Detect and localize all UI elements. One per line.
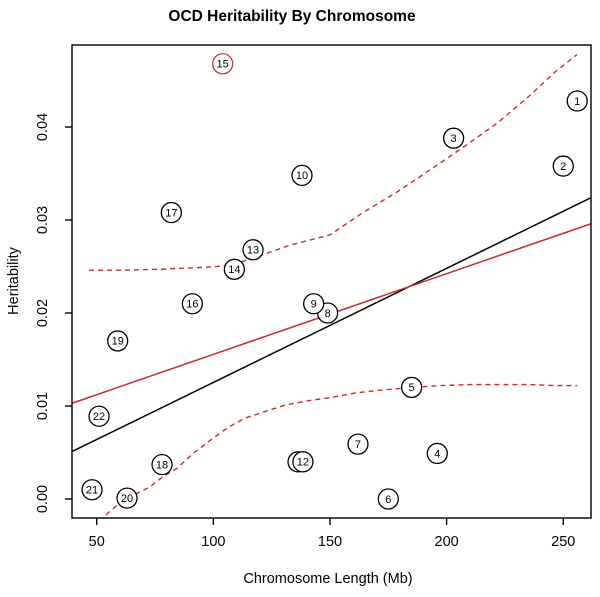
point-number: 14 <box>228 264 240 276</box>
chromosome-point: 9 <box>303 293 325 315</box>
chromosome-points: 12345678910111213141516171819202122 <box>81 53 588 510</box>
y-axis-tick-label: 0.02 <box>35 299 51 327</box>
point-number: 6 <box>385 494 391 506</box>
confidence-bands <box>89 53 578 519</box>
point-number: 3 <box>451 133 457 145</box>
chromosome-point: 1 <box>566 90 588 112</box>
chromosome-point: 4 <box>426 442 448 465</box>
chromosome-point: 2 <box>552 155 574 177</box>
point-circle <box>303 293 325 315</box>
chromosome-point: 19 <box>107 330 129 352</box>
point-circle <box>291 164 313 187</box>
point-circle <box>223 258 245 280</box>
x-axis-tick-label: 200 <box>435 534 459 550</box>
point-number: 10 <box>296 170 308 182</box>
chromosome-point: 16 <box>181 293 204 315</box>
x-axis-title: Chromosome Length (Mb) <box>243 571 412 587</box>
point-circle <box>160 201 183 224</box>
point-circle <box>347 433 369 455</box>
point-number: 15 <box>217 59 229 71</box>
point-number: 8 <box>325 308 331 320</box>
point-circle <box>151 453 173 476</box>
point-circle <box>400 376 423 399</box>
x-axis-tick-label: 250 <box>551 534 575 550</box>
point-number: 5 <box>409 382 415 394</box>
point-circle <box>107 330 129 352</box>
chromosome-point: 10 <box>291 164 313 187</box>
point-number: 2 <box>560 161 566 173</box>
point-number: 1 <box>574 96 580 108</box>
x-axis-tick-label: 50 <box>89 534 105 550</box>
point-circle <box>426 442 448 465</box>
point-number: 16 <box>186 299 198 311</box>
chromosome-point: 7 <box>347 433 369 455</box>
fit-lines <box>71 197 592 453</box>
point-circle <box>552 155 574 177</box>
point-number: 17 <box>165 207 177 219</box>
point-number: 18 <box>156 459 168 471</box>
point-number: 7 <box>355 439 361 451</box>
chromosome-point: 14 <box>223 258 245 280</box>
chromosome-point: 12 <box>292 451 314 473</box>
point-circle <box>377 488 399 510</box>
chromosome-point: 21 <box>81 479 103 501</box>
point-number: 21 <box>86 485 98 497</box>
x-axis-tick-label: 150 <box>318 534 342 550</box>
point-circle <box>242 239 264 261</box>
point-number: 12 <box>297 457 309 469</box>
chromosome-point: 3 <box>442 127 465 149</box>
chromosome-point: 15 <box>212 53 234 75</box>
point-number: 20 <box>121 493 133 505</box>
linear-fit-black <box>71 197 592 453</box>
point-number: 9 <box>311 299 317 311</box>
chromosome-point: 6 <box>377 488 399 510</box>
point-number: 22 <box>93 411 105 423</box>
point-circle <box>181 293 204 315</box>
y-axis-tick-label: 0.01 <box>35 392 51 420</box>
point-number: 4 <box>434 448 440 460</box>
chromosome-point: 5 <box>400 376 423 399</box>
axis-ticks: 50 100 150 200 250 0.00 0.01 0.02 0.03 0.04 <box>35 113 575 550</box>
chromosome-point: 13 <box>242 239 264 261</box>
chromosome-point: 20 <box>116 487 138 509</box>
chromosome-point: 22 <box>88 405 110 427</box>
plot-border <box>71 44 592 519</box>
chromosome-point: 17 <box>160 201 183 224</box>
y-axis-tick-label: 0.03 <box>35 206 51 234</box>
point-circle <box>566 90 588 112</box>
confidence-band-upper <box>89 53 578 271</box>
point-circle <box>116 487 138 509</box>
point-circle <box>292 451 314 473</box>
point-number: 13 <box>247 245 259 257</box>
confidence-band-lower <box>102 383 577 519</box>
point-circle <box>88 405 110 427</box>
y-axis-title: Heritability <box>6 246 22 314</box>
x-axis-tick-label: 100 <box>201 534 225 550</box>
point-circle-red <box>212 53 234 75</box>
point-circle <box>81 479 103 501</box>
chart-title: OCD Heritability By Chromosome <box>168 8 416 25</box>
y-axis-tick-label: 0.00 <box>35 485 51 513</box>
y-axis-tick-label: 0.04 <box>35 113 51 141</box>
point-circle <box>442 127 465 149</box>
chromosome-point: 18 <box>151 453 173 476</box>
point-number: 19 <box>112 336 124 348</box>
